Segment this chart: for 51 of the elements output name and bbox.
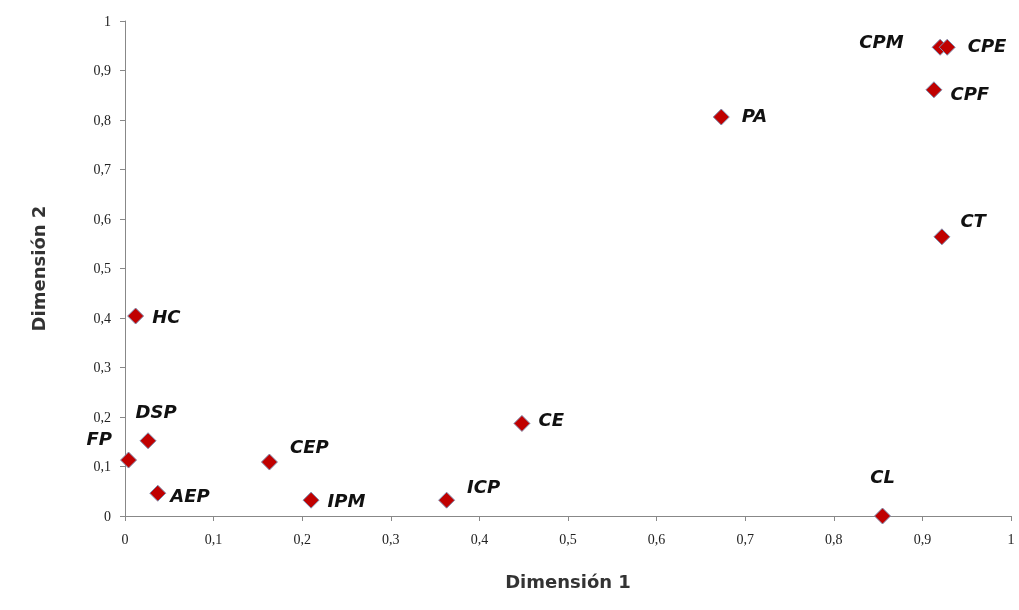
point [302, 491, 320, 509]
data-label: IPM [327, 489, 366, 511]
y-tick-label: 0,2 [93, 409, 111, 425]
x-tick-label: 0,4 [470, 531, 489, 547]
data-label: CPF [950, 83, 990, 105]
y-axis-title: Dimensión 2 [27, 205, 49, 332]
data-label: HC [152, 305, 182, 327]
point [513, 414, 531, 432]
y-tick-label: 0,7 [93, 162, 111, 177]
data-label: CE [538, 408, 565, 430]
y-tick-label: 1 [104, 13, 111, 29]
point [438, 491, 456, 509]
x-tick-label: 0,3 [382, 531, 400, 547]
point [149, 484, 167, 502]
point [712, 108, 730, 126]
x-tick-label: 0,9 [913, 531, 932, 547]
y-tick-label: 0,3 [93, 360, 111, 375]
data-label: PA [741, 104, 768, 126]
point [260, 453, 278, 471]
y-tick-label: 0 [104, 508, 111, 524]
y-tick-label: 0,5 [93, 261, 111, 276]
y-tick-label: 0,4 [93, 310, 111, 326]
data-label: AEP [168, 484, 210, 506]
data-label: CEP [289, 435, 329, 457]
point [925, 81, 943, 99]
data-label: ICP [467, 475, 501, 497]
data-label: CT [960, 210, 988, 232]
y-tick-label: 0,9 [93, 63, 111, 78]
data-label: DSP [135, 400, 177, 422]
y-tick-label: 0,8 [93, 112, 111, 128]
x-tick-label: 0,1 [204, 531, 223, 547]
data-label: CPM [859, 30, 904, 52]
x-tick-label: 0,6 [647, 531, 666, 547]
point [938, 38, 956, 56]
point [874, 507, 892, 525]
x-tick-label: 0,5 [559, 531, 577, 547]
point [933, 228, 951, 246]
x-tick-label: 1 [1007, 531, 1015, 547]
x-tick-label: 0,8 [825, 531, 843, 547]
data-label: CL [870, 466, 895, 487]
x-tick-label: 0 [121, 531, 129, 547]
x-axis-title: Dimensión 1 [505, 570, 631, 592]
x-tick-label: 0,2 [293, 531, 311, 547]
point [120, 451, 138, 469]
data-label: FP [86, 427, 113, 449]
y-tick-label: 0,6 [93, 211, 111, 227]
y-tick-label: 0,1 [93, 459, 111, 474]
x-tick-label: 0,7 [736, 531, 754, 547]
point [139, 432, 157, 450]
point [127, 307, 145, 325]
data-label: CPE [967, 34, 1008, 56]
